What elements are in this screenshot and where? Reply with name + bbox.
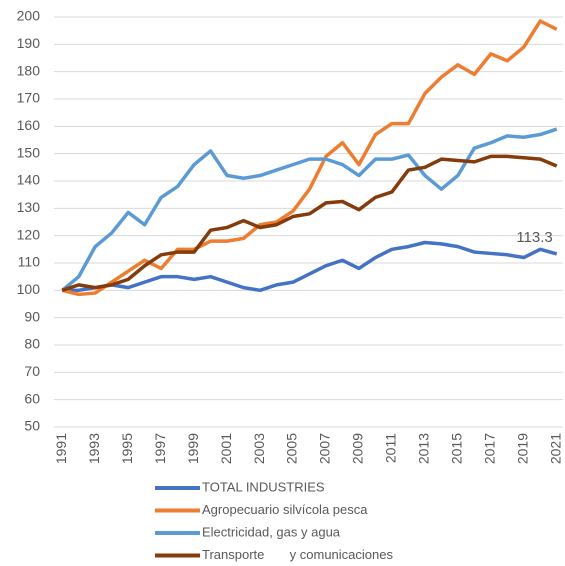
x-tick-label: 2005 [284, 433, 300, 464]
y-tick-label: 90 [24, 308, 40, 324]
x-tick-label: 1999 [185, 433, 201, 464]
x-tick-label: 2013 [416, 433, 432, 464]
x-tick-label: 2017 [482, 433, 498, 464]
x-tick-label: 2019 [514, 433, 530, 464]
y-tick-label: 170 [17, 90, 41, 106]
y-tick-label: 120 [17, 226, 41, 242]
x-tick-label: 1997 [152, 433, 168, 464]
legend-label: TOTAL INDUSTRIES [202, 479, 325, 494]
y-tick-label: 180 [17, 62, 41, 78]
legend-label: Agropecuario silvícola pesca [202, 502, 368, 517]
y-tick-label: 50 [24, 418, 40, 434]
y-tick-label: 110 [18, 254, 41, 270]
x-tick-label: 2021 [547, 433, 563, 464]
data-label: 113.3 [516, 229, 552, 246]
line-series [62, 240, 558, 293]
x-tick-label: 2015 [449, 433, 465, 464]
y-tick-label: 100 [17, 281, 41, 297]
x-tick-label: 1991 [53, 433, 69, 464]
x-tick-label: 1995 [119, 433, 135, 464]
line-series [61, 127, 558, 292]
legend-label: Electricidad, gas y agua [202, 524, 341, 539]
y-tick-label: 150 [17, 144, 41, 160]
y-tick-label: 140 [17, 172, 41, 188]
y-tick-label: 60 [24, 390, 40, 406]
legend-label: Transporte y comunicaciones [202, 547, 393, 562]
y-tick-label: 160 [17, 117, 41, 133]
x-tick-label: 2003 [251, 433, 267, 464]
y-tick-label: 80 [24, 336, 40, 352]
y-tick-label: 190 [17, 35, 41, 51]
x-tick-label: 2007 [317, 433, 333, 464]
line-series [61, 19, 558, 297]
x-tick-label: 1993 [86, 433, 102, 464]
y-tick-label: 200 [17, 8, 41, 24]
y-tick-label: 70 [24, 363, 40, 379]
y-tick-label: 130 [17, 199, 41, 215]
line-series [61, 154, 558, 292]
x-tick-label: 2001 [218, 433, 234, 464]
x-tick-label: 2011 [383, 433, 399, 463]
x-tick-label: 2009 [350, 433, 366, 464]
